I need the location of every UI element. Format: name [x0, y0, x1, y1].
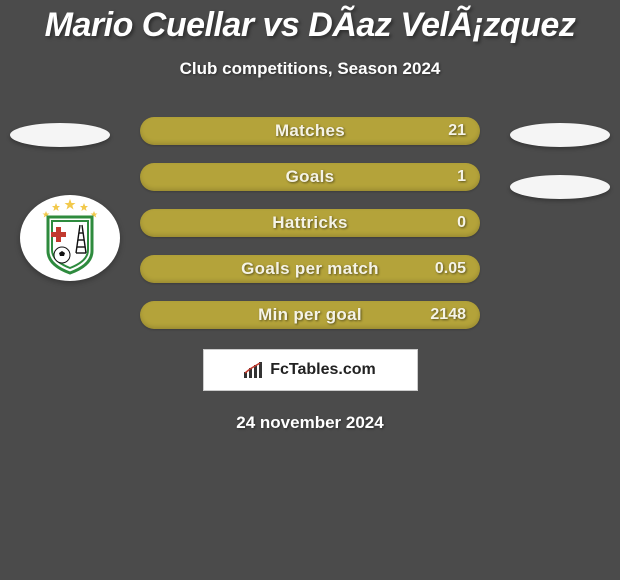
stat-label: Hattricks: [140, 209, 480, 237]
stat-value: 0: [457, 209, 466, 237]
fctables-brand-text: FcTables.com: [270, 361, 376, 379]
stat-label: Goals per match: [140, 255, 480, 283]
player2-placeholder-ellipse-2: [510, 175, 610, 199]
stat-row: Matches21: [140, 117, 480, 145]
fctables-brand-box[interactable]: FcTables.com: [203, 349, 418, 391]
stat-label: Matches: [140, 117, 480, 145]
stat-value: 21: [448, 117, 466, 145]
player1-placeholder-ellipse: [10, 123, 110, 147]
club-badge: [20, 195, 120, 281]
club-badge-icon: [20, 195, 120, 281]
stat-value: 0.05: [435, 255, 466, 283]
date-line: 24 november 2024: [0, 413, 620, 433]
page-title: Mario Cuellar vs DÃ­az VelÃ¡zquez: [0, 0, 620, 45]
stat-bars: Matches21 Goals1 Hattricks0 Goals per match…: [140, 117, 480, 329]
stats-area: Matches21 Goals1 Hattricks0 Goals per match…: [0, 117, 620, 329]
stat-row: Hattricks0: [140, 209, 480, 237]
bar-chart-icon: [244, 362, 264, 378]
stat-row: Min per goal2148: [140, 301, 480, 329]
stat-value: 2148: [430, 301, 466, 329]
page-subtitle: Club competitions, Season 2024: [0, 59, 620, 79]
player2-placeholder-ellipse-1: [510, 123, 610, 147]
stat-row: Goals1: [140, 163, 480, 191]
stat-value: 1: [457, 163, 466, 191]
stat-label: Goals: [140, 163, 480, 191]
stat-row: Goals per match0.05: [140, 255, 480, 283]
stat-label: Min per goal: [140, 301, 480, 329]
